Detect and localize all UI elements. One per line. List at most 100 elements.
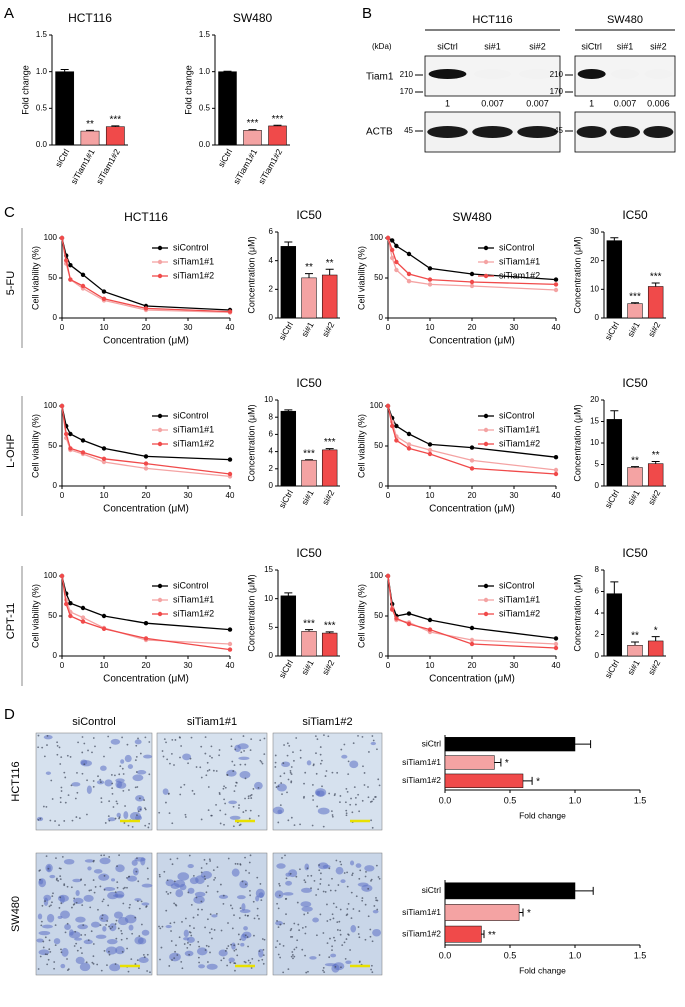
pore xyxy=(306,912,309,914)
pore xyxy=(274,766,277,768)
cell-stain xyxy=(75,956,85,965)
pore xyxy=(321,785,323,788)
pore xyxy=(371,826,374,829)
pore xyxy=(118,816,121,819)
pore xyxy=(189,757,192,760)
pore xyxy=(279,775,282,778)
pore xyxy=(295,875,298,878)
bar xyxy=(647,286,664,319)
pore xyxy=(286,791,288,794)
y-tick-label: siTiam1#1 xyxy=(402,757,441,767)
pore xyxy=(339,929,342,932)
pore xyxy=(239,763,242,766)
x-tick-label: si#2 xyxy=(320,320,337,339)
pore xyxy=(231,927,234,930)
significance: *** xyxy=(109,115,121,126)
y-tick-label: 0 xyxy=(269,313,274,322)
panel-label: C xyxy=(4,204,15,221)
cell-stain xyxy=(349,760,359,769)
pore xyxy=(211,756,213,759)
pore xyxy=(120,932,123,935)
cell-stain xyxy=(102,926,107,932)
y-tick-label: 2 xyxy=(595,630,600,639)
pore xyxy=(274,761,277,764)
pore xyxy=(371,735,374,737)
pore xyxy=(165,909,168,912)
pore xyxy=(305,971,308,974)
y-tick-label: 0.0 xyxy=(199,140,211,149)
pore xyxy=(200,745,203,748)
pore xyxy=(168,965,171,967)
pore xyxy=(324,775,327,777)
significance: ** xyxy=(326,258,334,269)
pore xyxy=(378,784,381,787)
cell-stain xyxy=(370,741,377,746)
cell-stain xyxy=(86,785,92,795)
bar xyxy=(301,459,317,487)
y-axis-label: Concentration (μM) xyxy=(246,574,256,651)
pore xyxy=(295,946,298,949)
y-tick-label: 0 xyxy=(53,313,58,322)
pore xyxy=(331,877,333,880)
pore xyxy=(53,961,56,963)
pore xyxy=(148,741,151,743)
pore xyxy=(103,949,106,952)
y-tick-label: 0 xyxy=(53,481,58,490)
pore xyxy=(347,902,350,905)
y-axis-label: Concentration (μM) xyxy=(572,574,582,651)
cell-stain xyxy=(120,759,125,764)
pore xyxy=(86,813,88,816)
pore xyxy=(291,951,294,953)
pore xyxy=(290,928,293,930)
pore xyxy=(349,803,352,806)
pore xyxy=(146,970,149,972)
pore xyxy=(209,951,211,954)
bar xyxy=(606,240,623,319)
y-tick-label: 0 xyxy=(595,481,600,490)
x-tick-label: 30 xyxy=(510,661,519,670)
pore xyxy=(347,773,350,776)
pore xyxy=(127,876,130,878)
pore xyxy=(131,826,134,828)
pore xyxy=(56,744,59,747)
pore xyxy=(223,785,225,788)
pore xyxy=(48,939,51,942)
x-tick-label: si#2 xyxy=(646,488,663,507)
pore xyxy=(220,929,223,932)
x-tick-label: 0 xyxy=(386,323,391,332)
x-tick-label: 10 xyxy=(100,323,109,332)
pore xyxy=(319,883,322,885)
series-point xyxy=(394,616,399,621)
pore xyxy=(326,942,329,944)
pore xyxy=(92,860,95,863)
series-point xyxy=(101,456,107,461)
pore xyxy=(355,895,358,898)
pore xyxy=(283,744,285,746)
pore xyxy=(315,934,318,937)
pore xyxy=(340,863,343,866)
cell-stain xyxy=(228,957,235,963)
series-point xyxy=(469,625,475,631)
cell-stain xyxy=(285,880,293,886)
x-tick-label: 10 xyxy=(100,491,109,500)
pore xyxy=(46,963,49,966)
pore xyxy=(173,957,176,960)
pore xyxy=(336,771,339,774)
y-tick-label: siTiam1#2 xyxy=(402,775,441,785)
significance: *** xyxy=(247,118,259,129)
pore xyxy=(103,854,105,857)
pore xyxy=(359,869,362,872)
cell-stain xyxy=(98,873,110,881)
actb-band xyxy=(576,126,607,138)
pore xyxy=(116,881,119,884)
pore xyxy=(290,936,292,938)
pore xyxy=(280,782,283,784)
series-point xyxy=(59,235,65,241)
pore xyxy=(87,939,90,942)
pore xyxy=(118,773,121,776)
pore xyxy=(166,758,169,761)
pore xyxy=(248,817,251,820)
x-axis-label: Fold change xyxy=(519,965,566,975)
cell-stain xyxy=(281,761,291,768)
cell-stain xyxy=(105,946,118,955)
